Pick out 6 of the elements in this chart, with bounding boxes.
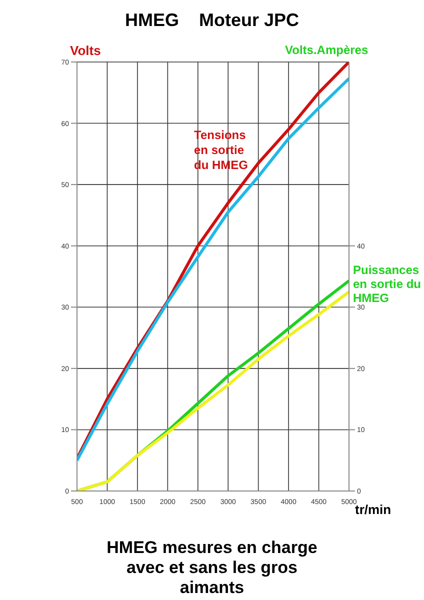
y-axis-title: Volts	[70, 43, 101, 58]
text: Puissances en sortie du HMEG	[353, 263, 422, 305]
y2-axis-title: Volts.Ampères	[285, 43, 368, 57]
x-axis-title: tr/min	[355, 502, 392, 517]
chart-title: HMEG Moteur JPC	[124, 10, 300, 31]
text: HMEG mesures en charge avec et sans les gros aimants	[106, 538, 318, 598]
